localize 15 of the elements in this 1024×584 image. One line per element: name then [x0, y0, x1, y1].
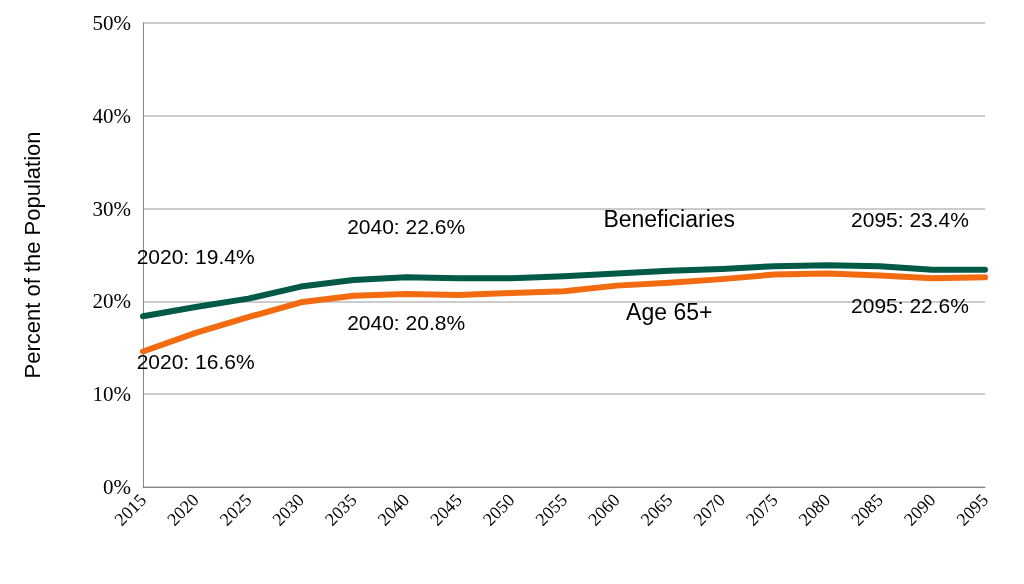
- y-tick-label: 50%: [92, 11, 131, 35]
- annotation: 2040: 22.6%: [347, 215, 466, 239]
- series-label: Beneficiaries: [603, 206, 736, 233]
- annotation: 2020: 16.6%: [136, 349, 255, 373]
- series-label: Age 65+: [626, 299, 713, 326]
- annotation: 2040: 20.8%: [347, 310, 466, 334]
- annotation: 2095: 22.6%: [851, 294, 969, 318]
- y-tick-label: 0%: [103, 475, 131, 499]
- y-tick-label: 40%: [92, 103, 131, 128]
- annotation: 2095: 23.4%: [851, 207, 969, 231]
- y-axis-title: Percent of the Population: [19, 131, 45, 379]
- y-tick-label: 20%: [92, 289, 131, 314]
- y-tick-label: 10%: [92, 382, 131, 407]
- annotation: 2020: 19.4%: [136, 244, 255, 268]
- y-tick-label: 30%: [92, 196, 131, 221]
